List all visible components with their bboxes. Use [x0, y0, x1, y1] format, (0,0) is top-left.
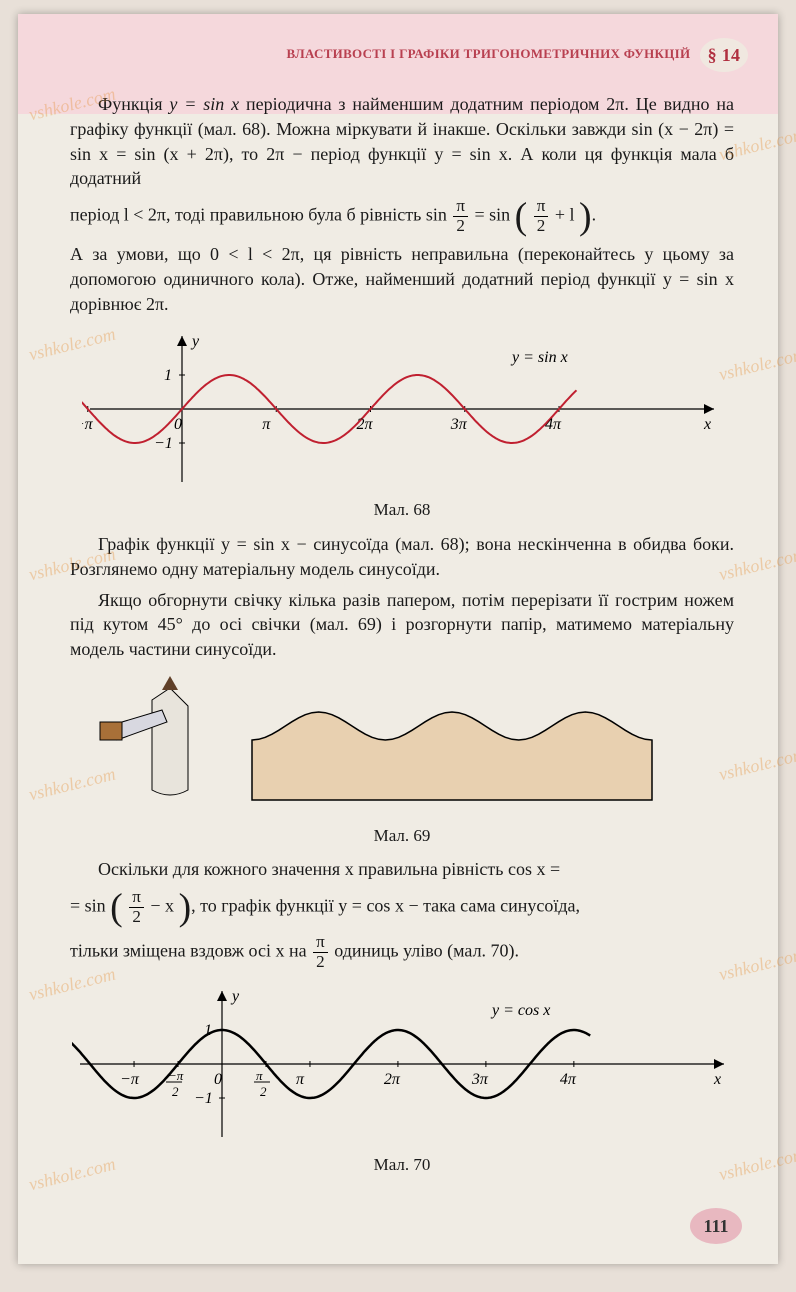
fraction: π2: [453, 197, 468, 236]
paragraph-6b: = sin ( π2 − x ), то графік функції y = …: [70, 888, 734, 927]
svg-text:1: 1: [164, 367, 172, 384]
paragraph-4: Графік функції y = sin x − синусоїда (ма…: [70, 532, 734, 582]
sin-graph-svg: −2π−π0π2π3π4π1−1xyy = sin x: [82, 324, 722, 494]
section-badge: § 14: [700, 38, 748, 72]
caption-68: Мал. 68: [70, 498, 734, 521]
candle-svg: [92, 670, 712, 820]
caption-70: Мал. 70: [70, 1153, 734, 1176]
svg-text:2: 2: [260, 1084, 267, 1099]
text: , то графік функції y = cos x − така сам…: [191, 896, 580, 916]
svg-text:2π: 2π: [384, 1071, 401, 1088]
paragraph-5: Якщо обгорнути свічку кілька разів папер…: [70, 588, 734, 662]
svg-text:y = sin x: y = sin x: [510, 349, 568, 366]
num: π: [129, 888, 144, 908]
svg-text:π: π: [256, 1068, 263, 1083]
svg-text:0: 0: [174, 416, 182, 433]
svg-text:4π: 4π: [545, 416, 562, 433]
page-content: Функція y = sin x періодична з найменшим…: [18, 82, 778, 1197]
figure-candle: [70, 670, 734, 820]
svg-text:−π: −π: [168, 1068, 184, 1083]
page-number: 111: [690, 1208, 742, 1244]
svg-text:−π: −π: [120, 1071, 140, 1088]
formula-eq: = sin: [70, 896, 106, 916]
num: π: [534, 197, 549, 217]
den: 2: [129, 908, 144, 927]
num: π: [313, 933, 328, 953]
svg-text:−1: −1: [194, 1090, 213, 1107]
den: 2: [453, 217, 468, 236]
den: 2: [534, 217, 549, 236]
svg-text:π: π: [296, 1071, 305, 1088]
fraction: π2: [129, 888, 144, 927]
svg-text:x: x: [703, 416, 711, 433]
svg-text:−π: −π: [82, 416, 94, 433]
formula-sin: sin: [426, 205, 447, 225]
formula-minusx: − x: [150, 896, 174, 916]
den: 2: [313, 953, 328, 972]
formula: y = sin x: [169, 94, 239, 114]
svg-text:3π: 3π: [471, 1071, 489, 1088]
textbook-page: ВЛАСТИВОСТІ І ГРАФІКИ ТРИГОНОМЕТРИЧНИХ Ф…: [18, 14, 778, 1264]
svg-text:π: π: [262, 416, 271, 433]
paren-close: ): [579, 196, 592, 238]
text: Оскільки для кожного значення x правильн…: [98, 859, 560, 879]
formula-plusl: + l: [555, 205, 575, 225]
text: тільки зміщена вздовж осі x на: [70, 940, 311, 960]
text: Функція: [98, 94, 169, 114]
svg-text:0: 0: [214, 1071, 222, 1088]
svg-text:4π: 4π: [560, 1071, 577, 1088]
cos-graph-svg: −2π−π−π20π2π2π3π4π1−1xyy = cos x: [72, 979, 732, 1149]
text: .: [592, 205, 597, 225]
svg-text:x: x: [713, 1071, 721, 1088]
fraction: π2: [534, 197, 549, 236]
svg-text:2: 2: [172, 1084, 179, 1099]
caption-69: Мал. 69: [70, 824, 734, 847]
paragraph-2: період l < 2π, тоді правильною була б рі…: [70, 197, 734, 236]
formula-eq: = sin: [474, 205, 510, 225]
paren-open: (: [515, 196, 528, 238]
fraction: π2: [313, 933, 328, 972]
page-header: ВЛАСТИВОСТІ І ГРАФІКИ ТРИГОНОМЕТРИЧНИХ Ф…: [18, 14, 778, 82]
svg-text:−1: −1: [154, 435, 173, 452]
chart-cos: −2π−π−π20π2π2π3π4π1−1xyy = cos x: [70, 979, 734, 1149]
num: π: [453, 197, 468, 217]
paren-open: (: [110, 887, 123, 929]
paren-close: ): [179, 887, 192, 929]
header-title: ВЛАСТИВОСТІ І ГРАФІКИ ТРИГОНОМЕТРИЧНИХ Ф…: [287, 46, 691, 61]
svg-text:y: y: [190, 333, 200, 350]
text: період l < 2π, тоді правильною була б рі…: [70, 205, 426, 225]
paragraph-6c: тільки зміщена вздовж осі x на π2 одиниц…: [70, 933, 734, 972]
svg-text:2π: 2π: [356, 416, 373, 433]
svg-text:y: y: [230, 988, 240, 1005]
svg-text:y = cos x: y = cos x: [490, 1002, 550, 1019]
svg-text:3π: 3π: [450, 416, 468, 433]
chart-sin: −2π−π0π2π3π4π1−1xyy = sin x: [70, 324, 734, 494]
text: одиниць уліво (мал. 70).: [334, 940, 519, 960]
svg-text:1: 1: [204, 1022, 212, 1039]
paragraph-3: А за умови, що 0 < l < 2π, ця рівність н…: [70, 242, 734, 316]
paragraph-1: Функція y = sin x періодична з найменшим…: [70, 92, 734, 191]
paragraph-6a: Оскільки для кожного значення x правильн…: [70, 857, 734, 882]
